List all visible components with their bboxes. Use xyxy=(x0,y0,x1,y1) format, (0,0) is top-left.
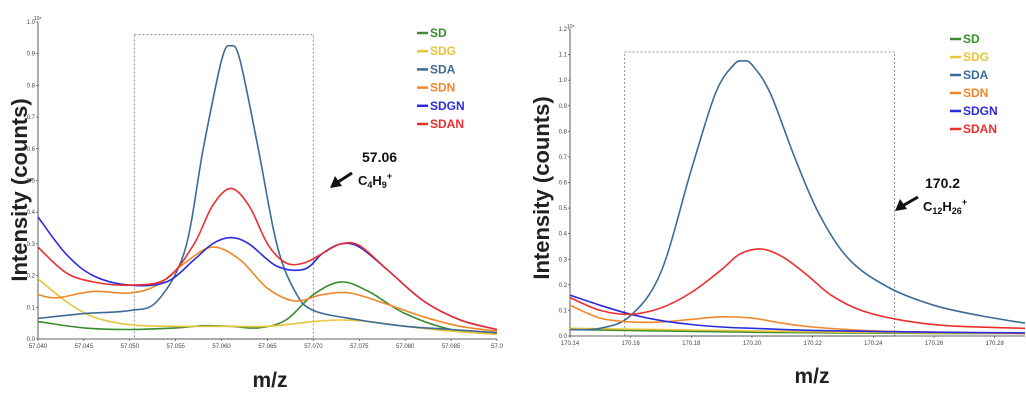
y-tick-label: 0.3 xyxy=(27,242,36,248)
x-tick-label: 170.18 xyxy=(682,341,701,347)
right-chart-panel: Intensity (counts) m/z 10⁸ 170.2 C12H26+… xyxy=(529,24,1025,388)
left-annotation-arrow xyxy=(330,171,353,188)
x-tick-label: 170.28 xyxy=(985,341,1004,347)
y-tick-label: 0.7 xyxy=(559,155,568,161)
left-annotation-mz: 57.06 xyxy=(362,149,397,165)
x-tick-label: 57.080 xyxy=(396,344,415,350)
y-tick-label: 0.8 xyxy=(27,83,36,89)
y-tick-label: 0.9 xyxy=(27,52,36,58)
series-line-sdgn xyxy=(570,294,1025,334)
x-tick-label: 170.20 xyxy=(743,341,762,347)
y-tick-label: 0.7 xyxy=(27,115,36,121)
y-tick-label: 0.0 xyxy=(559,334,568,340)
x-tick-label: 57.070 xyxy=(304,344,323,350)
y-tick-label: 1.0 xyxy=(27,20,36,26)
x-tick-label: 57.055 xyxy=(167,344,186,350)
series-line-sdn xyxy=(38,246,497,332)
left-x-axis-label: m/z xyxy=(252,369,287,392)
highlight-box xyxy=(624,51,896,337)
right-y-exponent: 10⁸ xyxy=(567,24,575,30)
legend-label-sda: SDA xyxy=(430,62,456,76)
right-annotation-arrow xyxy=(895,195,919,211)
series-line-sdan xyxy=(570,248,1025,330)
right-y-axis-label: Intensity (counts) xyxy=(529,96,554,279)
legend-label-sd: SD xyxy=(430,26,447,40)
y-tick-label: 0.5 xyxy=(559,206,568,212)
y-tick-label: 0.3 xyxy=(559,257,568,263)
y-tick-label: 0.4 xyxy=(27,210,36,216)
x-tick-label: 170.22 xyxy=(803,341,822,347)
right-x-axis-label: m/z xyxy=(794,365,829,388)
y-tick-label: 0.1 xyxy=(559,308,568,314)
x-tick-label: 57.0 xyxy=(491,344,503,350)
y-tick-label: 0.2 xyxy=(27,274,36,280)
x-tick-label: 57.060 xyxy=(212,344,231,350)
series-line-sda xyxy=(38,44,497,334)
x-tick-label: 57.085 xyxy=(442,344,461,350)
legend-label-sdn: SDN xyxy=(963,86,988,100)
y-tick-label: 0.4 xyxy=(559,232,568,238)
x-tick-label: 170.24 xyxy=(864,341,883,347)
legend-label-sdan: SDAN xyxy=(430,117,464,131)
left-chart-panel: Intensity (counts) m/z 10⁸ 57.06 C4H9+ 0… xyxy=(7,16,503,392)
legend-label-sd: SD xyxy=(963,32,980,46)
y-tick-label: 1.2 xyxy=(559,27,568,33)
y-tick-label: 0.0 xyxy=(27,337,36,343)
series-line-sdg xyxy=(38,278,497,335)
y-tick-label: 0.9 xyxy=(559,104,568,110)
left-annotation-formula: C4H9+ xyxy=(358,171,392,190)
y-tick-label: 0.2 xyxy=(559,283,568,289)
series-line-sda xyxy=(570,60,1025,331)
left-y-exponent: 10⁸ xyxy=(34,16,42,22)
x-tick-label: 57.065 xyxy=(258,344,277,350)
right-annotation-formula: C12H26+ xyxy=(923,197,967,216)
legend-label-sdg: SDG xyxy=(963,50,989,64)
x-tick-label: 57.040 xyxy=(29,344,48,350)
y-tick-label: 0.1 xyxy=(27,305,36,311)
series-line-sdan xyxy=(38,187,497,331)
x-tick-label: 57.045 xyxy=(75,344,94,350)
y-tick-label: 1.1 xyxy=(559,53,568,59)
legend-label-sdn: SDN xyxy=(430,81,455,95)
x-tick-label: 170.26 xyxy=(925,341,944,347)
legend-label-sda: SDA xyxy=(963,68,989,82)
y-tick-label: 0.6 xyxy=(27,147,36,153)
x-tick-label: 57.075 xyxy=(350,344,369,350)
left-y-axis-label: Intensity (counts) xyxy=(7,98,32,281)
legend-label-sdan: SDAN xyxy=(963,122,997,136)
y-tick-label: 1.0 xyxy=(559,78,568,84)
legend-label-sdg: SDG xyxy=(430,44,456,58)
legend-label-sdgn: SDGN xyxy=(963,104,998,118)
y-tick-label: 0.5 xyxy=(27,179,36,185)
x-tick-label: 170.16 xyxy=(621,341,640,347)
x-tick-label: 170.14 xyxy=(561,341,580,347)
x-tick-label: 57.050 xyxy=(121,344,140,350)
y-tick-label: 0.6 xyxy=(559,181,568,187)
right-annotation-mz: 170.2 xyxy=(925,175,960,191)
legend-label-sdgn: SDGN xyxy=(430,99,465,113)
y-tick-label: 0.8 xyxy=(559,129,568,135)
highlight-box xyxy=(133,34,314,340)
